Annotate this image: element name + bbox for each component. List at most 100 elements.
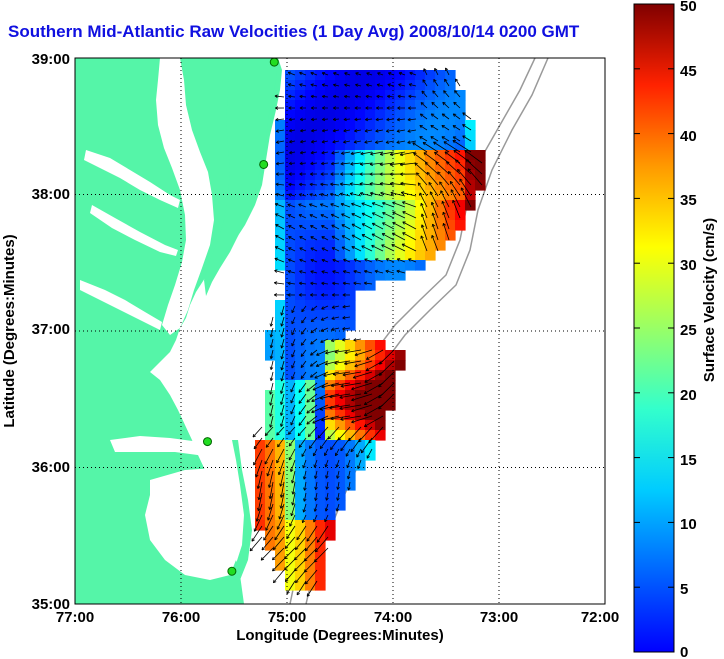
velocity-arrow bbox=[340, 382, 362, 387]
velocity-arrow bbox=[366, 72, 373, 76]
velocity-arrowhead bbox=[351, 399, 355, 402]
velocity-cell bbox=[325, 200, 336, 211]
velocity-arrow bbox=[298, 415, 307, 426]
velocity-arrowhead bbox=[359, 173, 363, 176]
velocity-arrowhead bbox=[311, 307, 313, 311]
velocity-arrowhead bbox=[332, 119, 337, 122]
velocity-cell bbox=[375, 180, 386, 191]
velocity-arrow bbox=[360, 151, 373, 155]
velocity-arrowhead bbox=[275, 183, 279, 187]
colorbar-tick-label: 40 bbox=[680, 128, 697, 145]
velocity-arrow bbox=[433, 79, 439, 87]
velocity-arrowhead bbox=[321, 417, 324, 421]
velocity-cell bbox=[445, 230, 456, 241]
velocity-arrowhead bbox=[249, 547, 252, 552]
velocity-cell bbox=[285, 70, 296, 81]
velocity-arrowhead bbox=[351, 419, 354, 423]
velocity-cell bbox=[305, 110, 316, 121]
velocity-cell bbox=[335, 430, 346, 441]
velocity-cell bbox=[305, 480, 316, 491]
velocity-cell bbox=[475, 150, 486, 161]
velocity-arrowhead bbox=[371, 245, 374, 249]
velocity-arrowhead bbox=[300, 141, 304, 144]
velocity-cell bbox=[385, 210, 396, 221]
velocity-arrow bbox=[288, 83, 296, 87]
velocity-arrowhead bbox=[291, 310, 295, 314]
velocity-arrow bbox=[331, 224, 340, 230]
velocity-arrowhead bbox=[342, 270, 346, 274]
velocity-cell bbox=[305, 260, 316, 271]
velocity-arrow bbox=[452, 113, 461, 120]
velocity-arrow bbox=[392, 232, 406, 241]
velocity-arrowhead bbox=[289, 524, 293, 527]
velocity-cell bbox=[385, 380, 396, 391]
velocity-cell bbox=[395, 260, 406, 271]
velocity-arrowhead bbox=[435, 161, 439, 164]
velocity-arrowhead bbox=[442, 102, 445, 106]
velocity-cell bbox=[285, 490, 296, 501]
velocity-arrowhead bbox=[281, 367, 284, 371]
velocity-cell bbox=[315, 290, 326, 301]
velocity-arrowhead bbox=[421, 213, 425, 217]
velocity-cell bbox=[385, 260, 396, 271]
velocity-arrowhead bbox=[299, 259, 302, 263]
x-axis: 77:00 76:00 75:00 74:00 73:00 72:00 Long… bbox=[56, 609, 619, 644]
velocity-cell bbox=[305, 490, 316, 501]
velocity-arrow bbox=[360, 437, 373, 454]
velocity-cell bbox=[345, 140, 356, 151]
velocity-arrowhead bbox=[455, 78, 459, 81]
velocity-arrowhead bbox=[321, 72, 325, 76]
velocity-arrowhead bbox=[309, 182, 313, 185]
velocity-cell bbox=[415, 220, 426, 231]
velocity-arrow bbox=[320, 193, 329, 197]
velocity-arrowhead bbox=[354, 95, 358, 99]
velocity-arrowhead bbox=[333, 83, 337, 85]
velocity-arrowhead bbox=[332, 128, 336, 132]
velocity-arrowhead bbox=[310, 236, 313, 240]
velocity-cell bbox=[275, 300, 286, 311]
velocity-cell bbox=[405, 220, 416, 231]
velocity-arrowhead bbox=[299, 106, 303, 109]
velocity-cell bbox=[315, 210, 326, 221]
velocity-arrowhead bbox=[279, 505, 282, 509]
velocity-arrow bbox=[254, 514, 263, 532]
velocity-cell bbox=[325, 110, 336, 121]
velocity-arrowhead bbox=[437, 171, 441, 174]
x-axis-label: Longitude (Degrees:Minutes) bbox=[236, 627, 444, 644]
velocity-arrow bbox=[306, 525, 318, 542]
velocity-arrowhead bbox=[331, 151, 335, 154]
velocity-cell bbox=[325, 150, 336, 161]
velocity-cell bbox=[335, 440, 346, 451]
velocity-cell bbox=[385, 250, 396, 261]
velocity-arrowhead bbox=[291, 376, 295, 380]
velocity-arrowhead bbox=[310, 354, 314, 356]
velocity-arrow bbox=[261, 536, 274, 551]
velocity-cell bbox=[465, 130, 476, 141]
velocity-arrowhead bbox=[280, 402, 284, 405]
velocity-arrowhead bbox=[465, 159, 468, 163]
velocity-arrowhead bbox=[284, 568, 288, 571]
velocity-arrow bbox=[300, 140, 307, 143]
velocity-arrow bbox=[281, 360, 285, 371]
velocity-arrowhead bbox=[446, 161, 450, 163]
velocity-cell bbox=[335, 200, 346, 211]
velocity-cell bbox=[315, 530, 326, 541]
velocity-arrowhead bbox=[450, 189, 454, 192]
velocity-cell bbox=[285, 320, 296, 331]
velocity-cell bbox=[315, 250, 326, 261]
velocity-arrowhead bbox=[342, 294, 346, 297]
velocity-cell bbox=[395, 250, 406, 261]
velocity-arrowhead bbox=[310, 173, 314, 176]
velocity-arrow bbox=[281, 316, 285, 327]
velocity-arrow bbox=[321, 282, 329, 285]
velocity-arrowhead bbox=[340, 417, 344, 420]
velocity-arrowhead bbox=[326, 475, 329, 479]
velocity-cell bbox=[295, 490, 306, 501]
velocity-cell bbox=[345, 110, 356, 121]
velocity-cell bbox=[305, 380, 316, 391]
velocity-arrow bbox=[375, 258, 384, 263]
velocity-arrowhead bbox=[300, 128, 303, 132]
velocity-arrow bbox=[309, 203, 318, 208]
velocity-cell bbox=[295, 250, 306, 261]
velocity-cell bbox=[295, 130, 306, 141]
